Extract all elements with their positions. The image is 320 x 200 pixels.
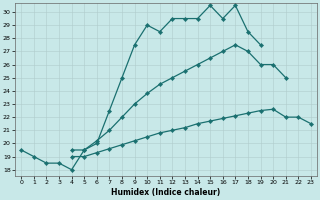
X-axis label: Humidex (Indice chaleur): Humidex (Indice chaleur) (111, 188, 221, 197)
